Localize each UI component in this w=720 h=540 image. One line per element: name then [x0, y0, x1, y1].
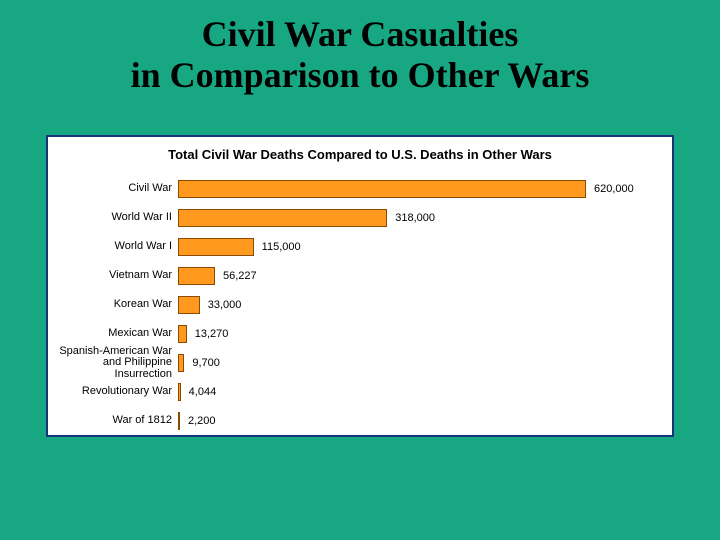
value-label: 13,270 [195, 328, 229, 340]
category-label: World War I [48, 241, 178, 253]
chart-row: Civil War 620,000 [48, 177, 672, 201]
bar [178, 296, 200, 314]
value-label: 318,000 [395, 212, 435, 224]
value-label: 9,700 [192, 357, 220, 369]
category-label: Civil War [48, 183, 178, 195]
value-label: 2,200 [188, 415, 216, 427]
chart-row: Spanish-American Warand Philippine Insur… [48, 351, 672, 375]
category-label: Mexican War [48, 328, 178, 340]
chart-row: Mexican War 13,270 [48, 322, 672, 346]
chart-row: Korean War 33,000 [48, 293, 672, 317]
value-label: 56,227 [223, 270, 257, 282]
slide-title-line1: Civil War Casualties [202, 14, 519, 54]
slide-title-line2: in Comparison to Other Wars [131, 55, 590, 95]
bar [178, 325, 187, 343]
bar-wrap: 620,000 [178, 180, 672, 198]
bar [178, 383, 181, 401]
value-label: 620,000 [594, 183, 634, 195]
chart-row: War of 1812 2,200 [48, 409, 672, 433]
bar [178, 412, 180, 430]
category-label: World War II [48, 212, 178, 224]
bar-wrap: 318,000 [178, 209, 672, 227]
bar-wrap: 2,200 [178, 412, 672, 430]
bar [178, 267, 215, 285]
bar [178, 238, 254, 256]
bar-wrap: 56,227 [178, 267, 672, 285]
bar [178, 209, 387, 227]
bar-wrap: 115,000 [178, 238, 672, 256]
bar-wrap: 4,044 [178, 383, 672, 401]
bar-wrap: 13,270 [178, 325, 672, 343]
value-label: 33,000 [208, 299, 242, 311]
category-label: Vietnam War [48, 270, 178, 282]
category-label: Revolutionary War [48, 386, 178, 398]
bar-wrap: 9,700 [178, 354, 672, 372]
value-label: 115,000 [262, 241, 301, 253]
value-label: 4,044 [189, 386, 217, 398]
chart-card: Total Civil War Deaths Compared to U.S. … [46, 135, 674, 437]
chart-row: Revolutionary War 4,044 [48, 380, 672, 404]
chart-title: Total Civil War Deaths Compared to U.S. … [48, 147, 672, 162]
category-label: War of 1812 [48, 415, 178, 427]
category-label: Korean War [48, 299, 178, 311]
category-label: Spanish-American Warand Philippine Insur… [48, 346, 178, 381]
chart-row: World War I 115,000 [48, 235, 672, 259]
chart-row: World War II 318,000 [48, 206, 672, 230]
chart-row: Vietnam War 56,227 [48, 264, 672, 288]
bar-wrap: 33,000 [178, 296, 672, 314]
bar [178, 354, 184, 372]
slide-title: Civil War Casualties in Comparison to Ot… [0, 0, 720, 97]
bar [178, 180, 586, 198]
